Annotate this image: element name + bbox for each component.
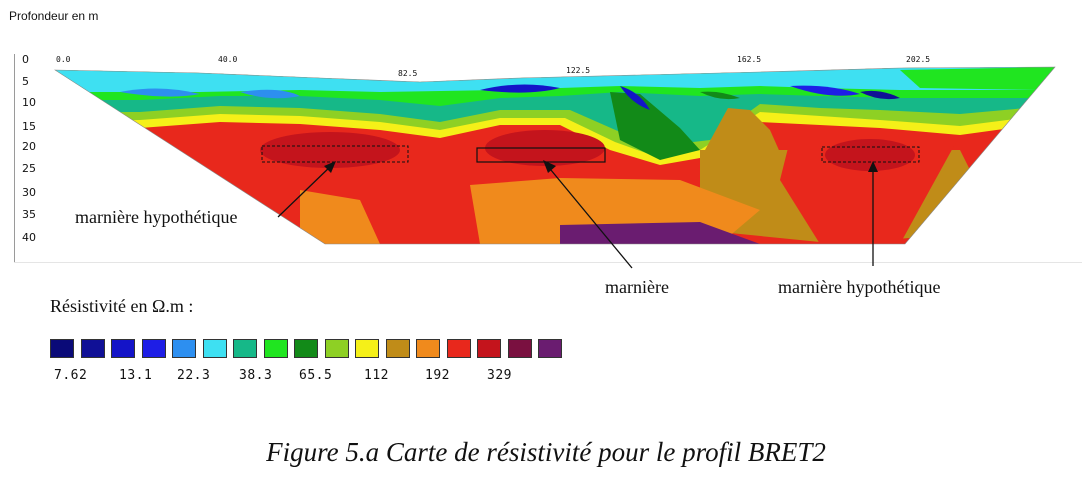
- plot-frame-bottom: [14, 262, 1082, 263]
- legend-swatch-14: [477, 339, 501, 358]
- green-patch-1: [700, 91, 740, 100]
- annotation-center: marnière: [605, 277, 669, 297]
- legend-label-112: 112: [364, 368, 389, 383]
- legend-swatch-2: [111, 339, 135, 358]
- legend-label-65-5: 65.5: [299, 368, 333, 383]
- blue-patch-3: [480, 84, 560, 93]
- blue-patch-6: [860, 90, 900, 100]
- legend-swatch-4: [172, 339, 196, 358]
- depth-tick-25: 25: [22, 162, 36, 175]
- blue-patch-5: [790, 85, 860, 96]
- annotation-left: marnière hypothétique: [75, 207, 238, 227]
- dark-red-right: [825, 139, 915, 171]
- distance-tick-40: 40.0: [218, 55, 238, 64]
- annotation-right: marnière hypothétique: [778, 277, 941, 297]
- hypothetical-marl-box-right: [821, 146, 920, 163]
- legend-swatch-10: [355, 339, 379, 358]
- legend-label-329: 329: [487, 368, 512, 383]
- legend-label-38-3: 38.3: [239, 368, 273, 383]
- depth-tick-0: 0: [22, 53, 29, 66]
- legend-swatch-8: [294, 339, 318, 358]
- distance-tick-0: 0.0: [56, 55, 71, 64]
- resistivity-section: [53, 66, 1056, 269]
- legend-title: Résistivité en Ω.m :: [50, 296, 194, 316]
- legend-label-192: 192: [425, 368, 450, 383]
- legend-swatch-11: [385, 339, 410, 358]
- arrow-left-head: [324, 161, 336, 173]
- blue-patch-2: [240, 89, 300, 99]
- purple-bottom: [560, 222, 760, 244]
- depth-tick-35: 35: [22, 208, 36, 221]
- legend-swatch-16: [538, 339, 562, 358]
- legend-swatch-9: [324, 339, 349, 358]
- depth-tick-15: 15: [22, 120, 36, 133]
- legend-swatch-1: [80, 339, 105, 358]
- depth-tick-40: 40: [22, 231, 36, 244]
- legend-swatches: [50, 339, 569, 360]
- depth-tick-5: 5: [22, 75, 29, 88]
- legend-label-7-62: 7.62: [54, 368, 88, 383]
- legend-swatch-13: [446, 339, 471, 358]
- blue-patch-1: [120, 88, 200, 97]
- depth-tick-20: 20: [22, 140, 36, 153]
- blue-patch-4: [620, 86, 650, 110]
- depth-axis-title: Profondeur en m: [9, 9, 99, 23]
- marl-box-center: [476, 147, 606, 163]
- dark-red-left: [260, 132, 400, 168]
- distance-tick-82-5: 82.5: [398, 69, 418, 78]
- legend-swatch-0: [50, 339, 74, 358]
- legend-swatch-6: [233, 339, 257, 358]
- distance-tick-162-5: 162.5: [737, 55, 762, 64]
- orange-left: [300, 190, 380, 244]
- arrow-center-shaft: [545, 163, 633, 269]
- legend-label-13-1: 13.1: [119, 368, 153, 383]
- legend-swatch-15: [507, 339, 532, 358]
- green-surface-right: [900, 67, 1055, 90]
- distance-tick-122-5: 122.5: [566, 66, 591, 75]
- arrow-left-shaft: [277, 163, 334, 218]
- deep-green-channel: [610, 92, 700, 160]
- legend-swatch-5: [202, 339, 227, 358]
- arrow-center-head: [543, 160, 556, 173]
- distance-tick-202-5: 202.5: [906, 55, 931, 64]
- depth-tick-30: 30: [22, 186, 36, 199]
- depth-tick-10: 10: [22, 96, 36, 109]
- legend-swatch-12: [416, 339, 440, 358]
- legend-swatch-7: [263, 339, 288, 358]
- plot-frame: [14, 54, 1083, 262]
- legend-label-22-3: 22.3: [177, 368, 211, 383]
- figure-caption: Figure 5.a Carte de résistivité pour le …: [266, 437, 826, 467]
- legend-swatch-3: [141, 339, 166, 358]
- arrow-right-head: [868, 161, 878, 172]
- section-outline: [53, 66, 1056, 245]
